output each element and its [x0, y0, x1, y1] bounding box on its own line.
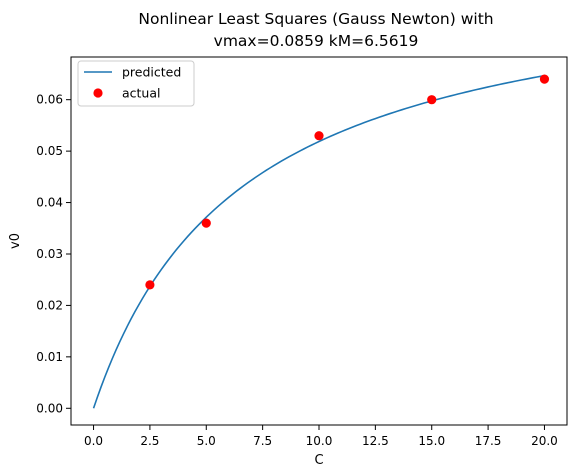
- y-axis: 0.00 0.01 0.02 0.03 0.04 0.05 0.06: [36, 93, 71, 415]
- y-tick-label: 0.03: [36, 247, 63, 261]
- actual-point: [539, 74, 550, 84]
- y-tick-label: 0.04: [36, 196, 63, 210]
- y-tick-label: 0.00: [36, 401, 63, 415]
- chart-title: Nonlinear Least Squares (Gauss Newton) w…: [138, 10, 493, 28]
- actual-point: [314, 131, 324, 141]
- x-tick-label: 5.0: [197, 434, 216, 448]
- actual-point: [201, 218, 211, 228]
- actual-point: [145, 280, 155, 290]
- legend-actual-label: actual: [122, 86, 161, 101]
- x-tick-label: 0.0: [84, 434, 103, 448]
- x-tick-label: 2.5: [140, 434, 159, 448]
- legend-actual-swatch: [93, 88, 103, 98]
- y-tick-label: 0.06: [36, 93, 63, 107]
- predicted-line: [92, 74, 545, 409]
- x-tick-label: 12.5: [362, 434, 389, 448]
- y-axis-label: v0: [8, 233, 23, 249]
- x-tick-label: 20.0: [531, 434, 558, 448]
- x-tick-label: 10.0: [306, 434, 333, 448]
- x-tick-label: 17.5: [475, 434, 502, 448]
- x-axis: 0.0 2.5 5.0 7.5 10.0 12.5 15.0 17.5 20.0: [84, 425, 558, 448]
- predicted-series: [92, 74, 545, 409]
- x-tick-label: 15.0: [418, 434, 445, 448]
- y-tick-label: 0.05: [36, 144, 63, 158]
- legend: predicted actual: [77, 60, 195, 107]
- x-axis-label: C: [314, 453, 323, 468]
- y-tick-label: 0.01: [36, 350, 63, 364]
- actual-series: [145, 74, 550, 290]
- chart-subtitle: vmax=0.0859 kM=6.5619: [214, 32, 419, 50]
- legend-predicted-label: predicted: [122, 65, 181, 80]
- x-tick-label: 7.5: [253, 434, 272, 448]
- y-tick-label: 0.02: [36, 298, 63, 312]
- actual-point: [427, 95, 437, 105]
